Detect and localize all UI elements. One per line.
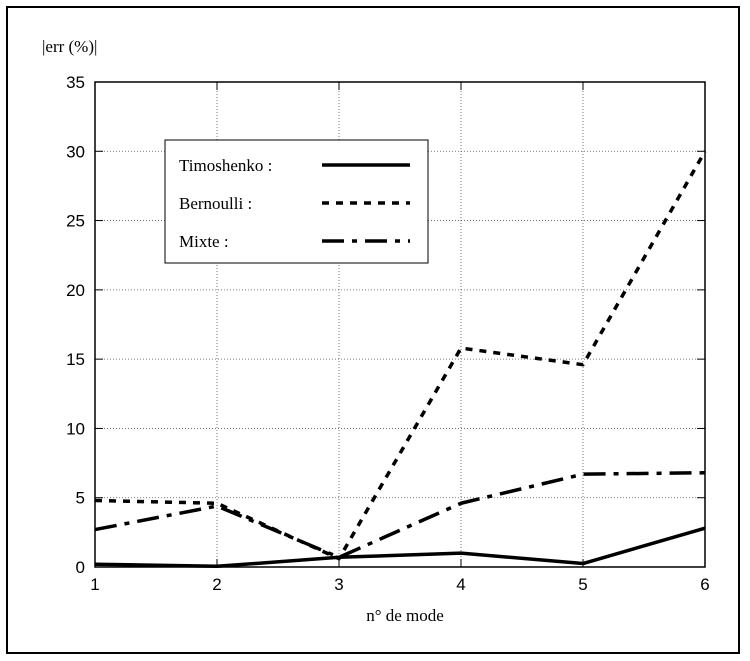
x-tick-label: 4 <box>456 575 465 594</box>
x-axis-label: n° de mode <box>366 606 444 625</box>
y-tick-label: 15 <box>66 350 85 369</box>
y-tick-label: 20 <box>66 281 85 300</box>
series-line-dashdot <box>94 471 706 560</box>
x-tick-label: 3 <box>334 575 343 594</box>
x-tick-label: 1 <box>90 575 99 594</box>
legend-label: Timoshenko : <box>179 156 272 175</box>
x-tick-label: 6 <box>700 575 709 594</box>
axis-ticks: 0 5 10 15 20 25 30 35 1 2 3 4 5 6 <box>66 73 710 594</box>
y-tick-label: 10 <box>66 419 85 438</box>
y-tick-label: 5 <box>76 489 85 508</box>
y-axis-label: |err (%)| <box>42 37 97 56</box>
legend-label: Mixte : <box>179 232 229 251</box>
plot-area <box>94 81 706 568</box>
legend: Timoshenko : Bernoulli : Mixte : <box>164 139 429 264</box>
y-tick-label: 25 <box>66 212 85 231</box>
chart-frame <box>6 6 740 654</box>
y-tick-label: 30 <box>66 142 85 161</box>
x-tick-label: 2 <box>212 575 221 594</box>
series-line-dotted <box>94 150 707 561</box>
y-tick-label: 0 <box>76 558 85 577</box>
series-line-solid <box>94 526 706 569</box>
series-group <box>94 150 707 569</box>
y-tick-label: 35 <box>66 73 85 92</box>
legend-label: Bernoulli : <box>179 194 252 213</box>
x-tick-label: 5 <box>578 575 587 594</box>
